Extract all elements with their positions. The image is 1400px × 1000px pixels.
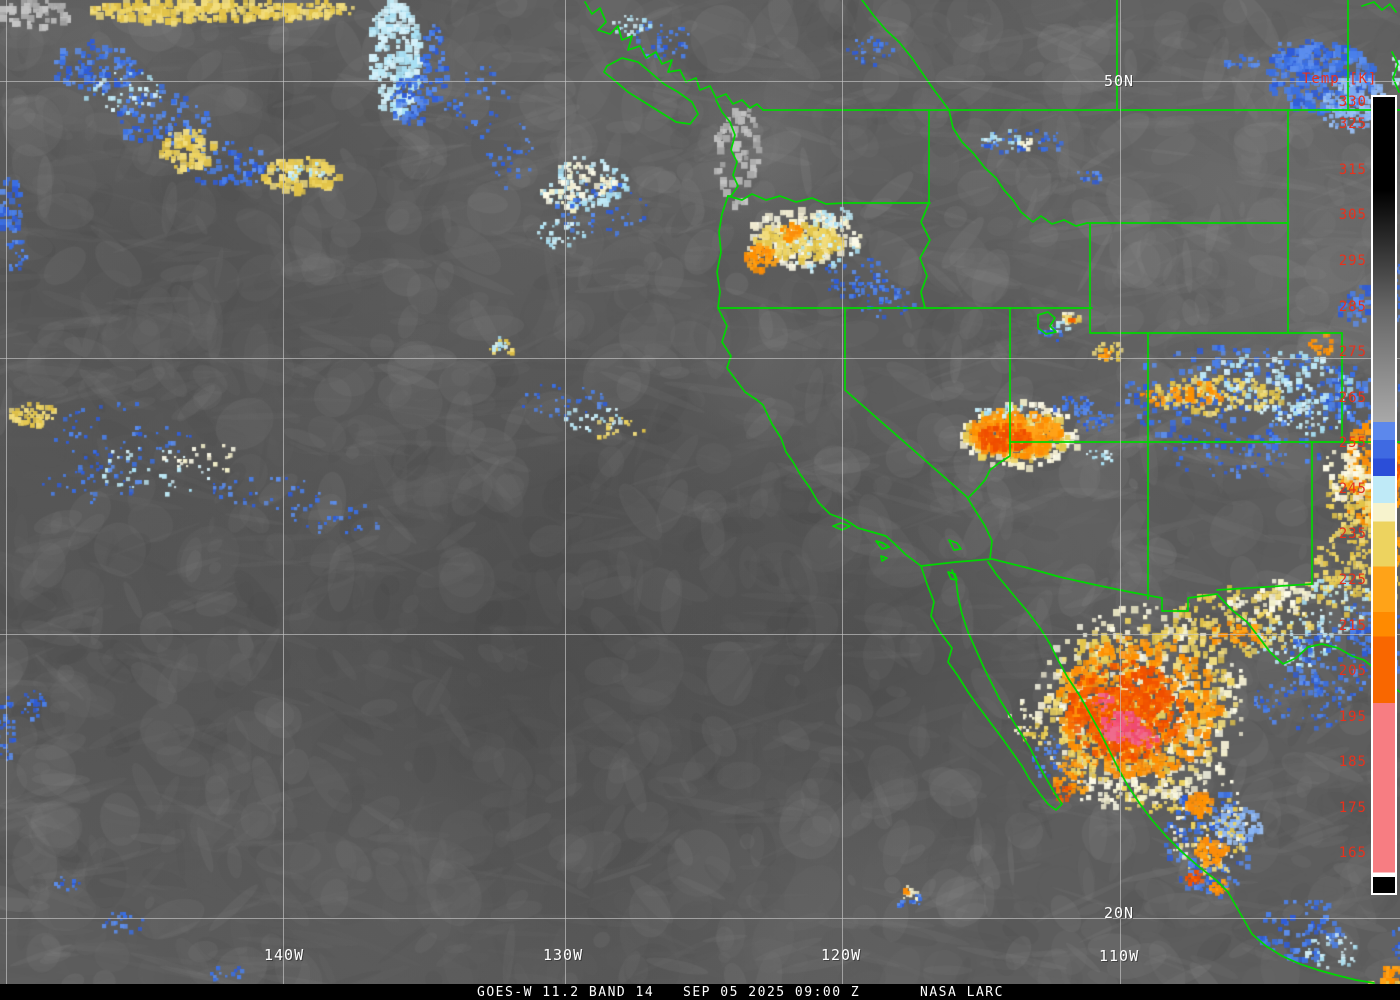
gridline-parallel xyxy=(0,634,1400,635)
colorbar-tick-label: 330 xyxy=(1338,94,1367,110)
gridline-meridian xyxy=(565,0,566,984)
colorbar-tick-label: 275 xyxy=(1338,344,1367,360)
gridline-parallel xyxy=(0,358,1400,359)
statusbar-datetime-label: SEP 05 2025 09:00 Z xyxy=(683,985,861,1000)
lon-label-130w: 130W xyxy=(543,946,584,964)
gridline-parallel xyxy=(0,81,1400,82)
lon-label-120w: 120W xyxy=(821,946,862,964)
colorbar-title: Temp [K] xyxy=(1302,71,1378,87)
colorbar-tick-label: 305 xyxy=(1338,207,1367,223)
colorbar-tick-label: 245 xyxy=(1338,481,1367,497)
colorbar-tick-label: 215 xyxy=(1338,618,1367,634)
colorbar-tick-label: 235 xyxy=(1338,526,1367,542)
colorbar-tick-label: 195 xyxy=(1338,709,1367,725)
lon-label-110w: 110W xyxy=(1099,947,1140,965)
colorbar-tick-label: 325 xyxy=(1338,116,1367,132)
colorbar-tick-label: 185 xyxy=(1338,754,1367,770)
colorbar-tick-label: 265 xyxy=(1338,390,1367,406)
colorbar-tick-label: 285 xyxy=(1338,299,1367,315)
colorbar-tick-label: 295 xyxy=(1338,253,1367,269)
colorbar-tick-label: 165 xyxy=(1338,845,1367,861)
colorbar-tick-label: 175 xyxy=(1338,800,1367,816)
gridline-meridian xyxy=(842,0,843,984)
colorbar-tick-label: 205 xyxy=(1338,663,1367,679)
lat-label-20n: 20N xyxy=(1104,904,1135,922)
colorbar xyxy=(1371,95,1397,895)
gridline-meridian xyxy=(6,0,7,984)
gridline-meridian xyxy=(1120,0,1121,984)
statusbar-product-label: GOES-W 11.2 BAND 14 xyxy=(477,985,655,1000)
colorbar-gradient xyxy=(1373,97,1395,893)
colorbar-tick-label: 225 xyxy=(1338,572,1367,588)
lon-label-140w: 140W xyxy=(264,946,305,964)
gridline-parallel xyxy=(0,918,1400,919)
status-bar: GOES-W 11.2 BAND 14 SEP 05 2025 09:00 Z … xyxy=(0,984,1400,1000)
colorbar-tick-label: 255 xyxy=(1338,435,1367,451)
statusbar-credit-label: NASA LARC xyxy=(920,985,1004,1000)
gridline-meridian xyxy=(283,0,284,984)
colorbar-tick-label: 315 xyxy=(1338,162,1367,178)
lat-label-50n: 50N xyxy=(1104,72,1135,90)
